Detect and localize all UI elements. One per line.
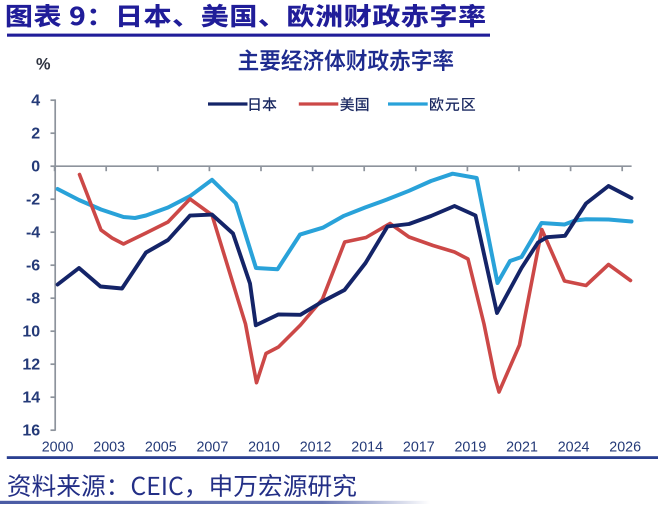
svg-text:16: 16 — [22, 423, 40, 440]
svg-text:2026: 2026 — [609, 440, 641, 456]
svg-text:2: 2 — [31, 126, 40, 143]
svg-text:-8: -8 — [26, 291, 40, 308]
svg-text:-2: -2 — [26, 192, 40, 209]
svg-text:2003: 2003 — [93, 440, 125, 456]
svg-text:2019: 2019 — [454, 440, 486, 456]
svg-text:14: 14 — [22, 390, 40, 407]
svg-text:2017: 2017 — [403, 440, 435, 456]
svg-text:-6: -6 — [26, 258, 40, 275]
svg-text:4: 4 — [31, 93, 40, 110]
svg-text:2010: 2010 — [248, 440, 280, 456]
svg-text:2007: 2007 — [196, 440, 228, 456]
svg-text:-4: -4 — [26, 225, 40, 242]
svg-text:2014: 2014 — [351, 440, 383, 456]
svg-text:12: 12 — [22, 357, 40, 374]
svg-text:2021: 2021 — [506, 440, 538, 456]
svg-text:2005: 2005 — [145, 440, 177, 456]
svg-text:10: 10 — [22, 324, 40, 341]
svg-text:2000: 2000 — [42, 440, 74, 456]
svg-text:%: % — [36, 56, 51, 74]
svg-text:2012: 2012 — [300, 440, 332, 456]
svg-text:2024: 2024 — [558, 440, 590, 456]
svg-text:0: 0 — [31, 159, 40, 176]
